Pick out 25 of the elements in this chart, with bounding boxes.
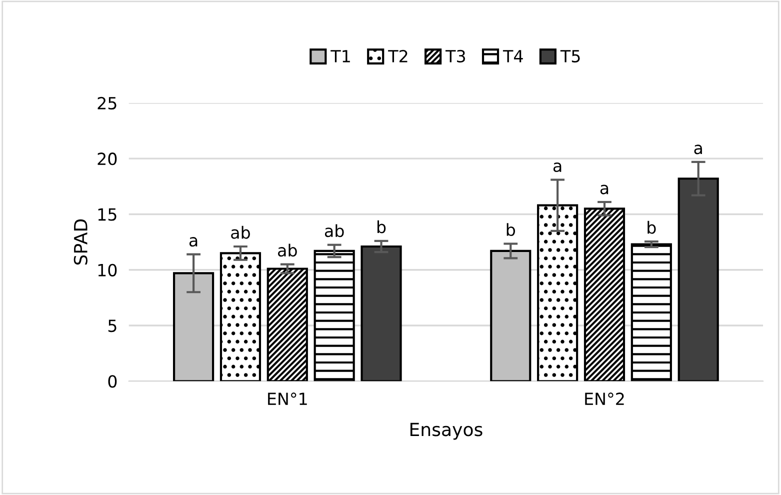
data-label: a [553, 162, 562, 172]
data-label: a [694, 144, 702, 154]
data-label: b [377, 220, 386, 234]
data-label: b [648, 220, 656, 234]
legend-label: T4 [502, 50, 523, 62]
y-axis-title: SPAD [74, 219, 88, 265]
legend-label: T3 [446, 50, 466, 62]
y-tick-label: 5 [108, 320, 116, 332]
legend-label: T2 [388, 50, 408, 62]
y-tick-label: 15 [98, 208, 116, 221]
x-tick-label: EN°1 [268, 392, 307, 405]
data-label: ab [231, 226, 250, 239]
data-label: a [189, 237, 198, 247]
x-axis-title: Ensayos [410, 422, 482, 440]
y-tick-label: 0 [108, 375, 117, 388]
y-tick-label: 25 [98, 96, 116, 110]
y-tick-label: 10 [98, 264, 117, 276]
data-label: ab [278, 244, 297, 257]
y-tick-label: 20 [98, 152, 117, 166]
legend-label: T1 [330, 50, 350, 62]
x-tick-label: EN°2 [585, 392, 624, 405]
data-label: b [506, 223, 516, 236]
legend-label: T5 [560, 50, 580, 62]
data-label: a [600, 184, 608, 194]
data-label: ab [324, 224, 344, 238]
